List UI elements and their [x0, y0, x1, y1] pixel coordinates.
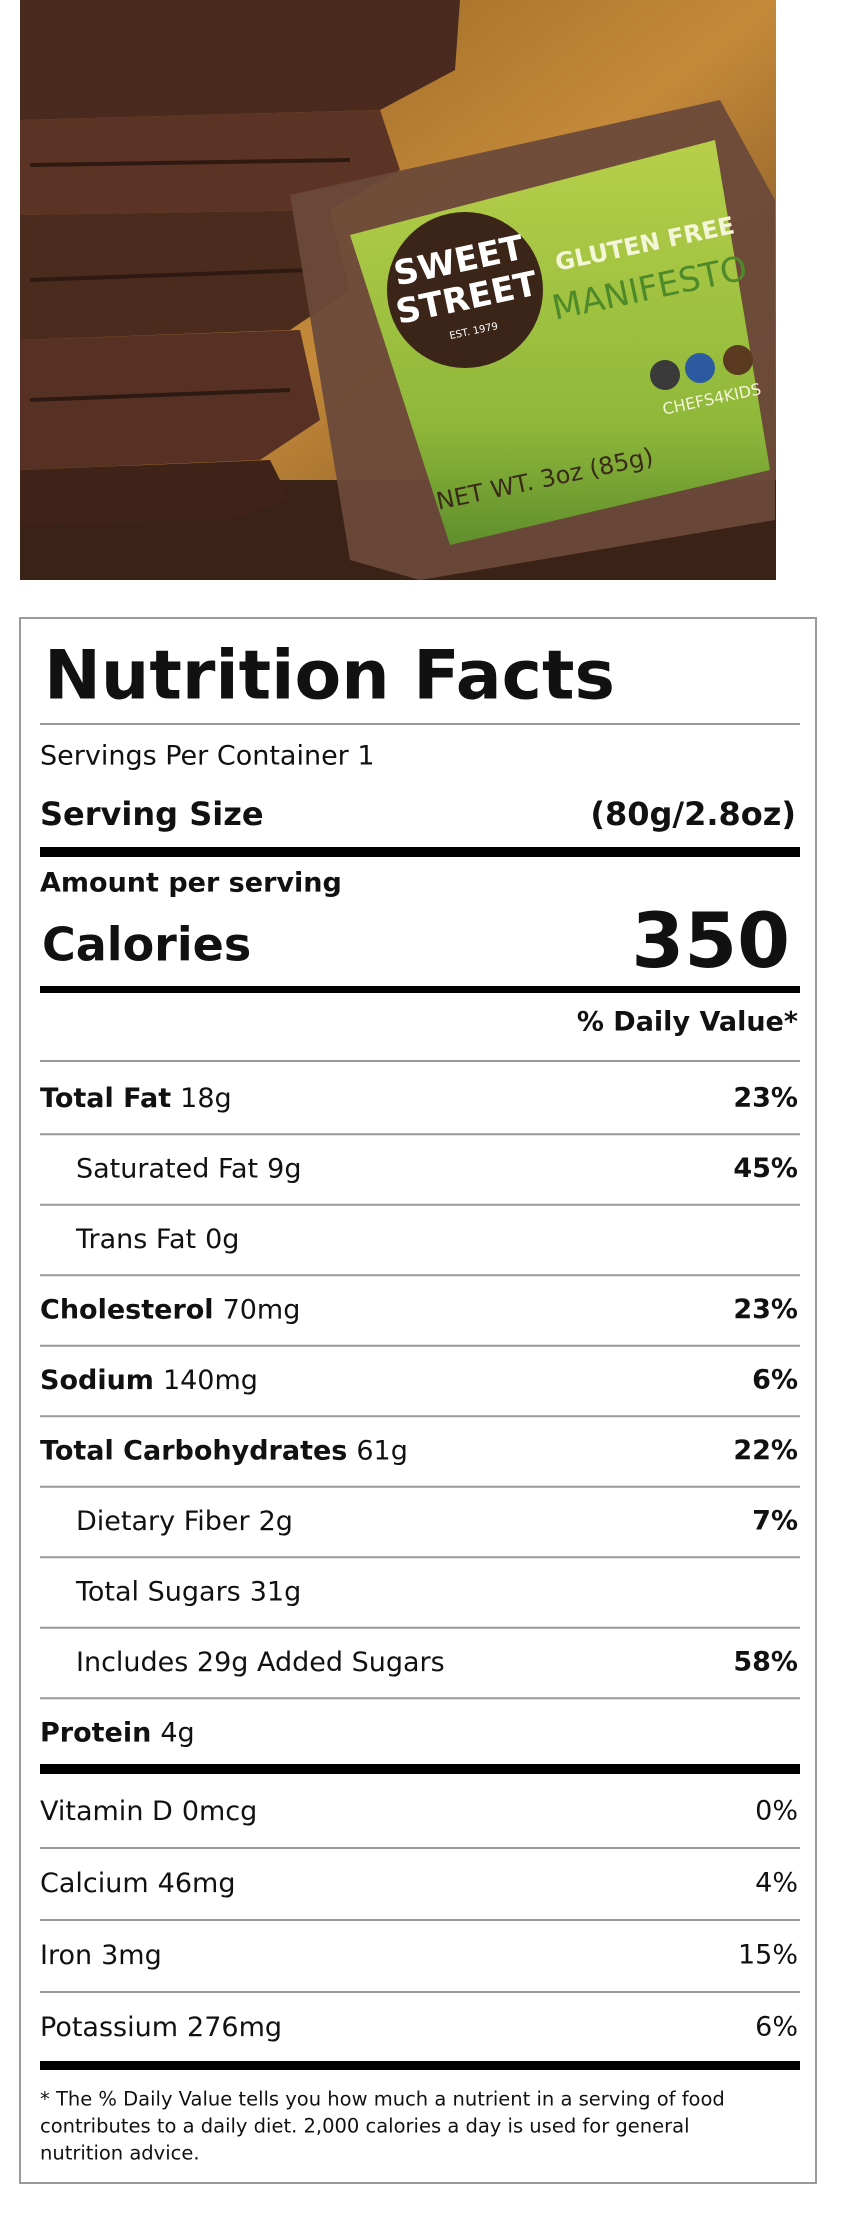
nutrient-dv: 7%: [752, 1506, 798, 1537]
nutrient-amount: 276mg: [187, 2012, 282, 2043]
nutrient-row: Saturated Fat 9g: [76, 1153, 301, 1184]
servings: Servings Per Container 1: [40, 741, 375, 772]
nutrient-row: Total Carbohydrates 61g: [40, 1435, 408, 1466]
nutrient-name: Trans Fat: [75, 1224, 196, 1255]
nutrient-dv: 45%: [733, 1153, 798, 1184]
nutrient-dv: 58%: [733, 1647, 798, 1678]
divider: [40, 1847, 800, 1849]
nutrient-amount: 0mcg: [182, 1796, 257, 1827]
nutrient-dv: 4%: [755, 1868, 798, 1899]
divider: [40, 1274, 800, 1277]
daily-value-header: % Daily Value*: [577, 1007, 798, 1038]
thick-divider: [40, 847, 800, 857]
divider: [40, 1626, 800, 1629]
serving-size: (80g/2.8oz): [590, 795, 796, 833]
nutrient-row: Protein 4g: [40, 1717, 195, 1748]
divider: [40, 1060, 800, 1062]
serving-size-label: Serving Size: [40, 795, 264, 833]
nutrient-name: Iron: [40, 1940, 92, 1971]
divider: [40, 1203, 800, 1206]
nutrient-row: Dietary Fiber 2g: [76, 1506, 293, 1537]
nutrient-name: Total Fat: [40, 1083, 171, 1114]
divider: [40, 1344, 800, 1347]
nutrient-row: Cholesterol 70mg: [40, 1294, 300, 1325]
nutrient-dv: 22%: [733, 1435, 798, 1466]
nutrient-name: Vitamin D: [40, 1796, 173, 1827]
nutrient-amount: 18g: [180, 1083, 232, 1114]
divider: [40, 1697, 800, 1700]
nutrient-dv: 0%: [755, 1796, 798, 1827]
nutrient-amount: 46mg: [158, 1868, 236, 1899]
divider: [40, 1919, 800, 1921]
nutrient-name: Potassium: [40, 2012, 178, 2043]
calories-value: 350: [631, 896, 790, 985]
nutrient-row: Vitamin D 0mcg: [40, 1796, 257, 1827]
nutrition-panel: [19, 617, 817, 2184]
medium-divider: [40, 986, 800, 993]
brownie-stack: [20, 0, 460, 525]
nutrient-amount: 70mg: [223, 1294, 301, 1325]
nutrient-name: Total Sugars: [75, 1576, 241, 1607]
product-photo: SWEET STREET EST. 1979 GLUTEN FREE MANIF…: [20, 0, 776, 580]
nutrient-name: Total Carbohydrates: [40, 1435, 347, 1466]
nutrient-amount: 9g: [267, 1153, 301, 1184]
nutrient-dv: 6%: [752, 1365, 798, 1396]
divider: [40, 1415, 800, 1418]
nutrient-row: Includes 29g Added Sugars: [76, 1647, 445, 1678]
divider: [40, 723, 800, 725]
nutrient-dv: 23%: [733, 1083, 798, 1114]
calories-label: Calories: [42, 918, 251, 972]
nutrient-amount: 31g: [250, 1576, 302, 1607]
nutrient-name: Cholesterol: [40, 1294, 214, 1325]
nutrient-name: Includes 29g Added Sugars: [76, 1647, 445, 1678]
nutrient-amount: 2g: [259, 1506, 293, 1537]
package: SWEET STREET EST. 1979 GLUTEN FREE MANIF…: [290, 100, 775, 580]
nutrient-amount: 4g: [160, 1717, 194, 1748]
divider: [40, 1485, 800, 1488]
panel-title: Nutrition Facts: [44, 637, 615, 716]
footnote-line: nutrition advice.: [40, 2142, 200, 2165]
amount-per-serving: Amount per serving: [40, 868, 342, 899]
divider: [40, 1133, 800, 1136]
nutrient-row: Iron 3mg: [40, 1940, 162, 1971]
nutrient-row: Potassium 276mg: [40, 2012, 282, 2043]
nutrient-name: Calcium: [40, 1868, 149, 1899]
thick-divider: [40, 2061, 800, 2070]
nutrient-name: Sodium: [40, 1365, 154, 1396]
nutrient-amount: 0g: [205, 1224, 239, 1255]
divider: [40, 1991, 800, 1993]
nutrient-dv: 6%: [755, 2012, 798, 2043]
nutrient-dv: 15%: [738, 1940, 798, 1971]
nutrient-amount: 61g: [356, 1435, 408, 1466]
nutrient-name: Dietary Fiber: [76, 1506, 251, 1537]
brand-logo: [387, 212, 543, 368]
nutrient-dv: 23%: [733, 1294, 798, 1325]
nutrient-amount: 140mg: [163, 1365, 258, 1396]
nutrient-name: Protein: [40, 1717, 151, 1748]
nutrient-amount: 3mg: [101, 1940, 162, 1971]
nutrient-row: Sodium 140mg: [40, 1365, 258, 1396]
footnote-line: * The % Daily Value tells you how much a…: [40, 2088, 725, 2111]
thick-divider: [40, 1764, 800, 1774]
nutrient-row: Trans Fat 0g: [75, 1224, 239, 1255]
nutrient-row: Calcium 46mg: [40, 1868, 235, 1899]
divider: [40, 1556, 800, 1559]
nutrient-row: Total Fat 18g: [40, 1083, 232, 1114]
nutrient-row: Total Sugars 31g: [75, 1576, 301, 1607]
footnote-line: contributes to a daily diet. 2,000 calor…: [40, 2115, 690, 2138]
nutrient-rows: Total Fat 18g 23% Saturated Fat 9g 45% Trans F…: [40, 1083, 800, 2070]
nutrient-name: Saturated Fat: [76, 1153, 258, 1184]
